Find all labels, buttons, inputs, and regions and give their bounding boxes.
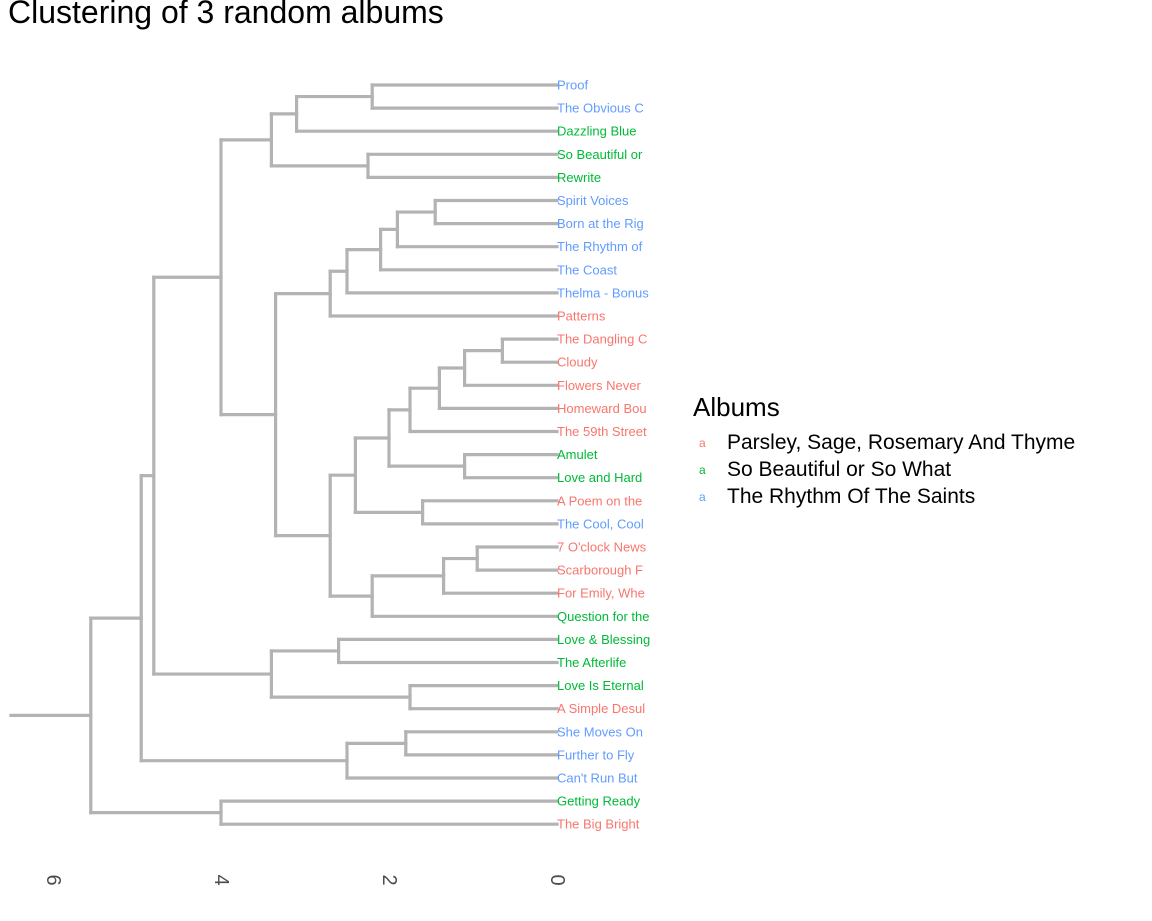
legend-label: The Rhythm Of The Saints xyxy=(727,484,976,508)
leaf-label: Rewrite xyxy=(557,170,601,185)
leaf-label: Getting Ready xyxy=(557,794,641,809)
x-tick-label: 4 xyxy=(210,874,232,885)
leaf-label: Scarborough F xyxy=(557,563,643,578)
leaf-label: Love & Blessing xyxy=(557,632,650,647)
leaf-label: Cloudy xyxy=(557,355,598,370)
leaf-label: Amulet xyxy=(557,447,598,462)
dendrogram-branches xyxy=(9,83,559,826)
leaf-label: Proof xyxy=(557,78,588,93)
leaf-label: Spirit Voices xyxy=(557,193,629,208)
legend-key: a xyxy=(699,462,706,477)
leaf-label: Question for the xyxy=(557,609,650,624)
leaf-label: The Rhythm of xyxy=(557,239,643,254)
leaf-label: The Dangling C xyxy=(557,332,647,347)
dendrogram-plot: Proof The Obvious C Dazzling Blue So Beauti… xyxy=(9,78,650,886)
leaf-label: The Big Bright xyxy=(557,817,640,832)
leaf-labels: Proof The Obvious C Dazzling Blue So Beauti… xyxy=(557,78,650,832)
leaf-label: Further to Fly xyxy=(557,747,635,762)
leaf-label: The Coast xyxy=(557,262,617,277)
x-tick-label: 6 xyxy=(42,874,64,885)
leaf-label: The Cool, Cool xyxy=(557,516,644,531)
legend-key: a xyxy=(699,435,706,450)
x-tick-label: 0 xyxy=(546,874,568,885)
leaf-label: Flowers Never xyxy=(557,378,641,393)
legend: Albums a Parsley, Sage, Rosemary And Thym… xyxy=(693,392,1075,510)
leaf-label: A Poem on the xyxy=(557,493,642,508)
leaf-label: Thelma - Bonus xyxy=(557,285,649,300)
x-axis-ticks: 6 4 2 0 xyxy=(42,874,568,885)
legend-item: a So Beautiful or So What xyxy=(693,456,1075,483)
leaf-label: The 59th Street xyxy=(557,424,647,439)
leaf-label: Can't Run But xyxy=(557,771,638,786)
leaf-label: She Moves On xyxy=(557,724,643,739)
leaf-label: The Obvious C xyxy=(557,101,644,116)
leaf-label: Love Is Eternal xyxy=(557,678,644,693)
leaf-label: 7 O'clock News xyxy=(557,540,647,555)
legend-title: Albums xyxy=(693,392,780,422)
legend-label: So Beautiful or So What xyxy=(727,457,952,481)
leaf-label: Love and Hard xyxy=(557,470,642,485)
leaf-label: So Beautiful or xyxy=(557,147,643,162)
legend-item: a Parsley, Sage, Rosemary And Thyme xyxy=(693,429,1075,456)
legend-items: a Parsley, Sage, Rosemary And Thyme a So Be… xyxy=(693,429,1075,510)
legend-label: Parsley, Sage, Rosemary And Thyme xyxy=(727,430,1076,454)
leaf-label: Born at the Rig xyxy=(557,216,644,231)
leaf-label: Homeward Bou xyxy=(557,401,647,416)
leaf-label: Patterns xyxy=(557,309,606,324)
leaf-label: For Emily, Whe xyxy=(557,586,645,601)
leaf-label: The Afterlife xyxy=(557,655,626,670)
leaf-label: A Simple Desul xyxy=(557,701,645,716)
x-tick-label: 2 xyxy=(378,874,400,885)
leaf-label: Dazzling Blue xyxy=(557,124,637,139)
legend-key: a xyxy=(699,489,706,504)
chart-title: Clustering of 3 random albums xyxy=(8,0,444,30)
legend-item: a The Rhythm Of The Saints xyxy=(693,483,1075,510)
